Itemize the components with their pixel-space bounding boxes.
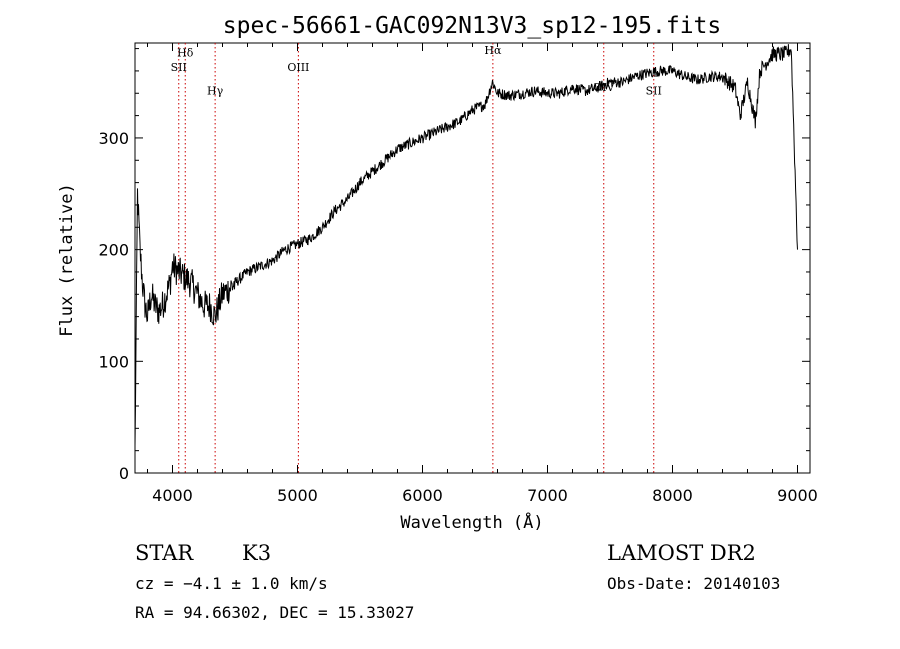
coordinates-readout: RA = 94.66302, DEC = 15.33027 — [135, 603, 414, 622]
y-axis-ticks: 0 100 200 300 — [98, 48, 810, 483]
observation-date: Obs-Date: 20140103 — [607, 574, 780, 593]
x-tick-label-5: 9000 — [777, 486, 818, 505]
y-tick-label-0: 0 — [119, 464, 129, 483]
redshift-readout: cz = −4.1 ± 1.0 km/s — [135, 574, 328, 593]
line-label-1: Hδ — [177, 46, 194, 59]
x-axis-ticks: 4000 5000 6000 7000 8000 9000 — [147, 43, 818, 505]
footer-info: STAR K3 cz = −4.1 ± 1.0 km/s RA = 94.663… — [135, 541, 780, 622]
line-label-3: OIII — [287, 61, 309, 74]
x-tick-label-0: 4000 — [152, 486, 193, 505]
survey-name: LAMOST DR2 — [607, 541, 756, 565]
line-label-0: SII — [171, 61, 187, 74]
x-tick-label-4: 8000 — [652, 486, 693, 505]
line-label-6: SII — [646, 84, 662, 97]
spectral-line-markers — [178, 43, 655, 473]
y-tick-label-2: 200 — [98, 241, 129, 260]
object-class: STAR — [135, 541, 194, 565]
line-label-4: Hα — [484, 44, 502, 57]
object-subclass: K3 — [242, 541, 271, 565]
x-tick-label-1: 5000 — [277, 486, 318, 505]
spectrum-line — [134, 44, 798, 446]
x-tick-label-2: 6000 — [402, 486, 443, 505]
x-tick-label-3: 7000 — [527, 486, 568, 505]
x-axis-label: Wavelength (Å) — [400, 511, 543, 533]
y-axis-label: Flux (relative) — [57, 183, 77, 337]
y-tick-label-1: 100 — [98, 352, 129, 371]
chart-title: spec-56661-GAC092N13V3_sp12-195.fits — [223, 13, 722, 39]
y-tick-label-3: 300 — [98, 129, 129, 148]
line-label-2: Hγ — [207, 84, 224, 97]
